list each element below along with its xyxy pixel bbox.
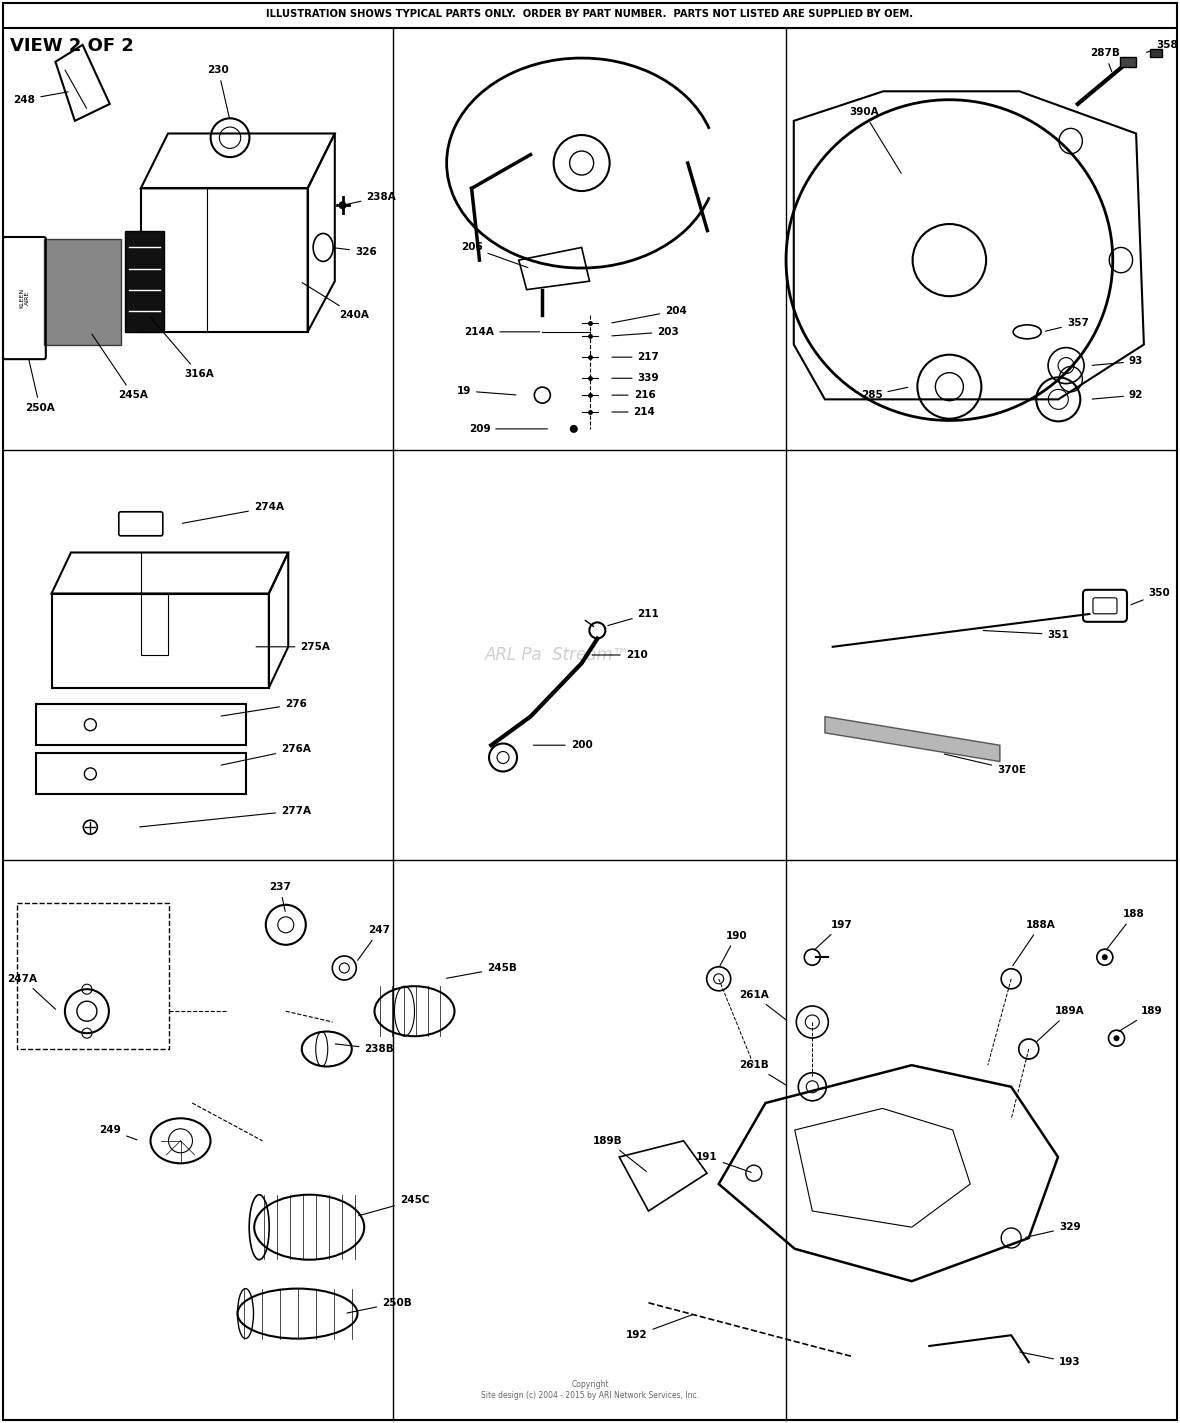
Text: 245A: 245A bbox=[92, 334, 148, 400]
Text: 203: 203 bbox=[612, 327, 678, 337]
Text: 326: 326 bbox=[334, 246, 376, 256]
Text: 357: 357 bbox=[1045, 319, 1089, 332]
Text: Copyright
Site design (c) 2004 - 2015 by ARI Network Services, Inc.: Copyright Site design (c) 2004 - 2015 by… bbox=[481, 1380, 699, 1400]
Text: 316A: 316A bbox=[150, 317, 214, 379]
Text: 248: 248 bbox=[13, 92, 68, 105]
Text: 93: 93 bbox=[1093, 356, 1143, 366]
Bar bbox=[1120, 57, 1136, 67]
Text: 217: 217 bbox=[612, 351, 660, 363]
Text: 214: 214 bbox=[612, 407, 655, 417]
Text: ARL Pa  Stream™: ARL Pa Stream™ bbox=[485, 646, 631, 665]
Text: 261B: 261B bbox=[739, 1060, 787, 1086]
Text: 188A: 188A bbox=[1012, 919, 1055, 966]
Circle shape bbox=[339, 201, 347, 209]
Text: 190: 190 bbox=[720, 931, 747, 966]
Text: 276: 276 bbox=[221, 699, 307, 716]
Text: 329: 329 bbox=[1025, 1222, 1081, 1238]
Text: 350: 350 bbox=[1130, 589, 1171, 605]
Text: 238B: 238B bbox=[335, 1044, 394, 1054]
Text: 211: 211 bbox=[608, 609, 660, 626]
Circle shape bbox=[1102, 955, 1108, 961]
Text: 206: 206 bbox=[460, 242, 527, 268]
Text: 390A: 390A bbox=[848, 107, 902, 174]
Text: 204: 204 bbox=[612, 306, 687, 323]
Text: 191: 191 bbox=[696, 1153, 752, 1173]
Text: 358: 358 bbox=[1147, 40, 1178, 53]
Text: 245C: 245C bbox=[359, 1195, 430, 1215]
Circle shape bbox=[570, 425, 578, 433]
Polygon shape bbox=[44, 239, 122, 344]
Text: 339: 339 bbox=[612, 373, 660, 383]
Text: 276A: 276A bbox=[221, 744, 312, 766]
Text: 249: 249 bbox=[99, 1126, 137, 1140]
Text: 250A: 250A bbox=[25, 360, 54, 413]
Text: 247A: 247A bbox=[7, 973, 55, 1009]
Polygon shape bbox=[125, 231, 164, 332]
Text: 351: 351 bbox=[983, 629, 1069, 639]
Text: 247: 247 bbox=[358, 925, 391, 961]
Text: 210: 210 bbox=[592, 650, 648, 660]
Text: 240A: 240A bbox=[302, 283, 369, 320]
Text: ILLUSTRATION SHOWS TYPICAL PARTS ONLY.  ORDER BY PART NUMBER.  PARTS NOT LISTED : ILLUSTRATION SHOWS TYPICAL PARTS ONLY. O… bbox=[267, 9, 913, 18]
Text: 287B: 287B bbox=[1090, 48, 1120, 71]
Text: 193: 193 bbox=[1020, 1352, 1081, 1368]
Text: 192: 192 bbox=[625, 1315, 693, 1340]
Text: 250B: 250B bbox=[347, 1298, 412, 1313]
Text: 261A: 261A bbox=[739, 990, 787, 1020]
Polygon shape bbox=[825, 717, 999, 761]
Bar bbox=[1149, 50, 1161, 57]
Text: 209: 209 bbox=[468, 424, 548, 434]
Text: 19: 19 bbox=[457, 386, 516, 396]
Text: 285: 285 bbox=[860, 387, 907, 400]
Text: VIEW 2 OF 2: VIEW 2 OF 2 bbox=[9, 37, 133, 55]
Text: 189A: 189A bbox=[1037, 1006, 1084, 1042]
Text: 200: 200 bbox=[533, 740, 592, 750]
Text: 189B: 189B bbox=[592, 1136, 647, 1171]
Text: 370E: 370E bbox=[944, 754, 1027, 774]
Text: 214A: 214A bbox=[465, 327, 539, 337]
Text: 245B: 245B bbox=[446, 963, 517, 978]
Circle shape bbox=[1114, 1035, 1120, 1042]
Text: 197: 197 bbox=[814, 919, 852, 951]
Text: 92: 92 bbox=[1093, 390, 1143, 400]
Text: 189: 189 bbox=[1119, 1006, 1162, 1032]
Text: 274A: 274A bbox=[183, 502, 284, 524]
Text: 275A: 275A bbox=[256, 642, 330, 652]
Text: 277A: 277A bbox=[139, 805, 312, 827]
Text: 188: 188 bbox=[1107, 909, 1145, 949]
Text: 230: 230 bbox=[208, 65, 229, 118]
Text: KLEEN
AIRE: KLEEN AIRE bbox=[19, 287, 30, 309]
Text: 238A: 238A bbox=[346, 192, 396, 205]
Text: 216: 216 bbox=[612, 390, 655, 400]
Text: 237: 237 bbox=[269, 882, 291, 911]
